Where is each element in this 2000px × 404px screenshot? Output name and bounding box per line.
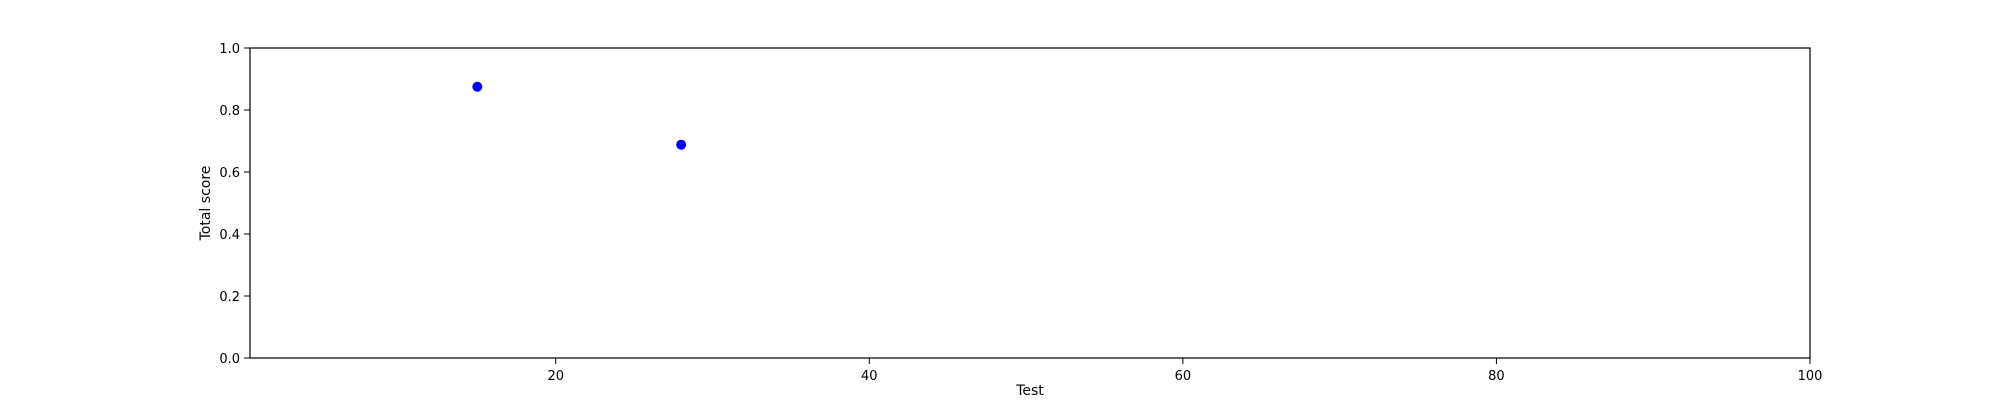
y-tick-label: 0.2: [219, 290, 240, 305]
x-tick-label: 60: [1175, 369, 1192, 384]
data-point: [676, 139, 687, 150]
x-tick-label: 40: [861, 369, 878, 384]
x-tick-label: 20: [547, 369, 564, 384]
y-tick-label: 0.6: [219, 166, 240, 181]
data-points: [472, 81, 687, 150]
x-axis-ticks: 20 40 60 80 100: [547, 358, 1822, 384]
y-tick-label: 0.0: [219, 352, 240, 367]
y-tick-label: 0.8: [219, 104, 240, 119]
y-tick-label: 0.4: [219, 228, 240, 243]
y-axis-ticks: 0.0 0.2 0.4 0.6 0.8 1.0: [219, 42, 250, 367]
x-tick-label: 80: [1488, 369, 1505, 384]
x-axis-label: Test: [1015, 383, 1044, 399]
plot-area: [249, 47, 1811, 359]
y-axis-label: Total score: [198, 166, 214, 242]
x-tick-label: 100: [1798, 369, 1823, 384]
y-tick-label: 1.0: [219, 42, 240, 57]
plot-frame: [249, 47, 1811, 359]
data-point: [472, 81, 483, 92]
